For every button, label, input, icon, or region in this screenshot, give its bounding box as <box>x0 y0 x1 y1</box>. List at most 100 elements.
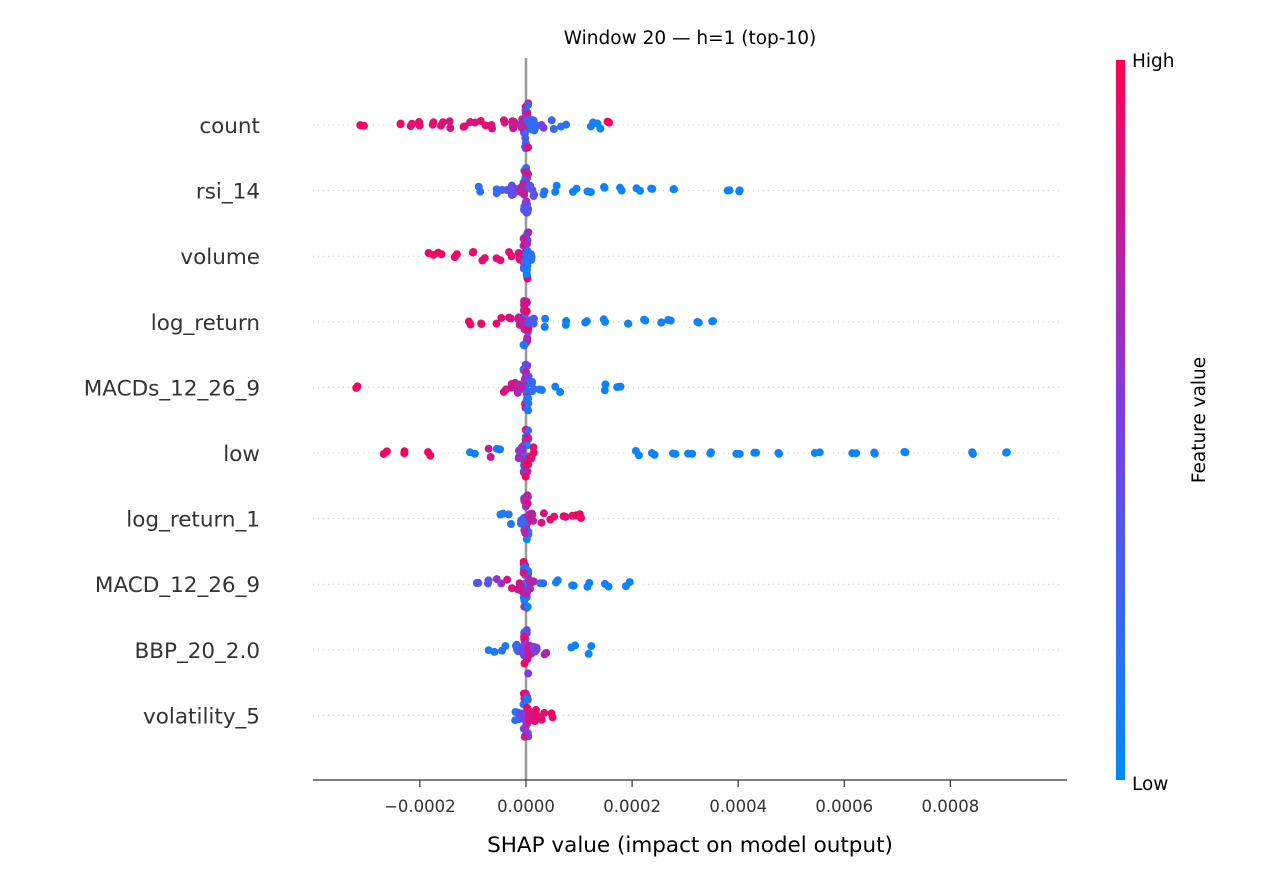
shap-point <box>497 579 506 588</box>
shap-point <box>519 340 528 349</box>
shap-point <box>625 578 634 587</box>
shap-point <box>706 449 715 458</box>
shap-points <box>352 99 1011 741</box>
shap-point <box>514 383 523 392</box>
shap-point <box>499 116 508 125</box>
shap-point <box>709 317 718 326</box>
shap-point <box>484 444 493 453</box>
shap-point <box>520 632 529 641</box>
shap-point <box>524 143 533 152</box>
shap-point <box>562 317 571 326</box>
shap-point <box>400 449 409 458</box>
shap-point <box>523 491 532 500</box>
shap-point <box>664 315 673 324</box>
shap-point <box>694 318 703 327</box>
shap-point <box>466 118 475 127</box>
shap-point <box>527 387 536 396</box>
shap-point <box>438 118 447 127</box>
shap-point <box>524 669 533 678</box>
shap-point <box>735 449 744 458</box>
shap-point <box>524 406 533 415</box>
shap-point <box>469 247 478 256</box>
shap-point <box>472 579 481 588</box>
shap-point <box>601 317 610 326</box>
shap-point <box>522 307 531 316</box>
x-tick-label: 0.0000 <box>497 797 555 816</box>
shap-point <box>514 454 523 463</box>
shap-point <box>522 269 531 278</box>
shap-point <box>547 709 556 718</box>
shap-point <box>601 380 610 389</box>
shap-point <box>520 526 529 535</box>
shap-point <box>537 386 546 395</box>
shap-point <box>561 512 570 521</box>
feature-label-log-return: log_return <box>151 311 260 336</box>
shap-point <box>631 446 640 455</box>
shap-point <box>499 387 508 396</box>
feature-label-volatility-5: volatility_5 <box>143 704 260 729</box>
x-tick-label: 0.0002 <box>603 797 661 816</box>
shap-point <box>529 319 538 328</box>
shap-point <box>511 716 520 725</box>
shap-point <box>522 535 531 544</box>
shap-point <box>520 300 529 309</box>
shap-point <box>572 184 581 193</box>
shap-point <box>492 319 501 328</box>
shap-point <box>530 717 539 726</box>
shap-point <box>520 732 529 741</box>
shap-point <box>600 386 609 395</box>
shap-point <box>540 650 549 659</box>
shap-point <box>537 518 546 527</box>
shap-point <box>657 318 666 327</box>
shap-point <box>524 100 533 109</box>
shap-point <box>514 313 523 322</box>
shap-point <box>531 647 540 656</box>
shap-point <box>470 449 479 458</box>
shap-point <box>487 120 496 129</box>
shap-point <box>521 472 530 481</box>
shap-point <box>536 579 545 588</box>
shap-point <box>641 316 650 325</box>
shap-point <box>519 517 528 526</box>
shap-point <box>670 185 679 194</box>
shap-point <box>497 646 506 655</box>
feature-label-macd-12-26-9: MACD_12_26_9 <box>95 573 260 598</box>
shap-point <box>584 649 593 658</box>
shap-point <box>524 228 533 237</box>
shap-point <box>547 116 556 125</box>
x-tick-label: 0.0008 <box>922 797 980 816</box>
shap-point <box>478 256 487 265</box>
shap-point <box>512 642 521 651</box>
shap-point <box>504 313 513 322</box>
shap-point <box>524 182 533 191</box>
shap-point <box>605 118 614 127</box>
shap-point <box>452 250 461 259</box>
shap-point <box>529 443 538 452</box>
shap-point <box>484 646 493 655</box>
shap-point <box>516 188 525 197</box>
shap-point <box>445 117 454 126</box>
feature-label-macds-12-26-9: MACDs_12_26_9 <box>84 376 260 401</box>
shap-point <box>688 449 697 458</box>
shap-point <box>446 124 455 133</box>
shap-point <box>1002 448 1011 457</box>
shap-point <box>541 314 550 323</box>
shap-point <box>516 582 525 591</box>
shap-point <box>752 448 761 457</box>
shap-point <box>585 578 594 587</box>
shap-point <box>623 319 632 328</box>
shap-point <box>464 317 473 326</box>
colorbar-low-label: Low <box>1132 774 1168 795</box>
shap-point <box>408 119 417 128</box>
shap-point <box>735 186 744 195</box>
feature-label-rsi-14: rsi_14 <box>196 180 260 205</box>
shap-point <box>968 448 977 457</box>
colorbar-title: Feature value <box>1189 357 1210 483</box>
shap-point <box>575 510 584 519</box>
shap-point <box>507 252 516 261</box>
shap-point <box>522 198 531 207</box>
shap-point <box>529 577 538 586</box>
colorbar <box>1116 60 1125 780</box>
shap-point <box>509 119 518 128</box>
shap-point <box>549 125 558 134</box>
